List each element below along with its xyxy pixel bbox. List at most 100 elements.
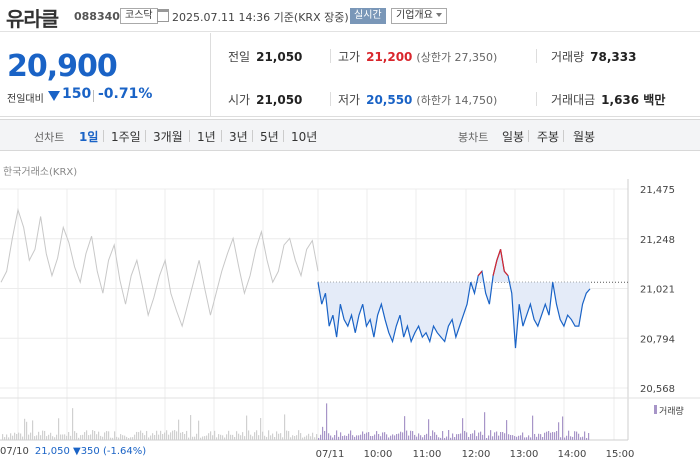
volume-bar bbox=[426, 433, 428, 440]
volume-bar bbox=[188, 437, 190, 440]
volume-bar bbox=[212, 435, 214, 440]
volume-bar bbox=[526, 437, 528, 440]
volume-bar bbox=[8, 437, 10, 440]
tab-10y[interactable]: 10년 bbox=[291, 130, 318, 144]
volume-bar bbox=[160, 430, 162, 440]
volume-bar bbox=[182, 431, 184, 440]
volume-bar bbox=[190, 415, 192, 440]
volume-bar bbox=[546, 431, 548, 440]
volume-bar bbox=[12, 435, 14, 440]
tab-monthly-candle[interactable]: 월봉 bbox=[573, 130, 596, 144]
today-up-segment bbox=[492, 260, 498, 276]
volume-bar bbox=[348, 433, 350, 440]
volume-bar bbox=[246, 415, 248, 440]
volume-bar bbox=[504, 433, 506, 440]
volume-bar bbox=[350, 430, 352, 440]
tab-3y[interactable]: 3년 bbox=[229, 130, 248, 144]
tab-daily-candle[interactable]: 일봉 bbox=[502, 130, 525, 144]
volume-bar bbox=[156, 430, 158, 440]
volume-bar bbox=[530, 437, 532, 440]
volume-bar bbox=[480, 431, 482, 440]
lower-limit: (하한가 14,750) bbox=[416, 94, 498, 107]
tab-1d[interactable]: 1일 bbox=[79, 130, 99, 144]
company-overview-dropdown[interactable]: 기업개요 bbox=[391, 8, 447, 24]
volume-bar bbox=[300, 433, 302, 440]
prev-close-cell: 전일 21,050 bbox=[228, 48, 302, 65]
volume-bar bbox=[338, 436, 340, 440]
volume-bar bbox=[70, 435, 72, 440]
volume-bar bbox=[168, 434, 170, 440]
volume-bar bbox=[66, 435, 68, 440]
tab-weekly-candle[interactable]: 주봉 bbox=[537, 130, 560, 144]
volume-bar bbox=[510, 434, 512, 440]
volume-bar bbox=[278, 433, 280, 440]
volume-bar bbox=[324, 430, 326, 440]
volume-bar bbox=[118, 437, 120, 440]
volume-bar bbox=[172, 430, 174, 440]
divider bbox=[93, 90, 94, 102]
realtime-button[interactable]: 실시간 bbox=[350, 8, 386, 24]
volume-bar bbox=[134, 434, 136, 440]
volume-bar bbox=[494, 432, 496, 440]
volume-bar bbox=[298, 430, 300, 440]
chart-source: 한국거래소(KRX) bbox=[3, 167, 78, 178]
tab-3m[interactable]: 3개월 bbox=[153, 130, 183, 144]
volume-bar bbox=[382, 432, 384, 440]
volume-bar bbox=[464, 430, 466, 440]
volume-bar bbox=[326, 403, 328, 440]
volume-cell: 거래량 78,333 bbox=[551, 48, 636, 65]
volume-bar bbox=[48, 434, 50, 440]
volume-bar bbox=[442, 431, 444, 440]
volume-bar bbox=[418, 433, 420, 440]
volume-bar bbox=[266, 436, 268, 440]
volume-bar bbox=[410, 430, 412, 440]
volume-bar bbox=[178, 419, 180, 440]
volume-bar bbox=[10, 433, 12, 440]
volume-bar bbox=[42, 430, 44, 440]
volume-bar bbox=[564, 437, 566, 440]
divider bbox=[283, 130, 284, 142]
volume-bar bbox=[84, 432, 86, 440]
x-tick-label: 13:00 bbox=[510, 449, 539, 460]
volume-bar bbox=[56, 434, 58, 440]
volume-bar bbox=[544, 432, 546, 440]
tab-5y[interactable]: 5년 bbox=[260, 130, 279, 144]
volume-bar bbox=[478, 432, 480, 440]
volume-bar bbox=[492, 436, 494, 440]
volume-bar bbox=[58, 418, 60, 440]
volume-bar bbox=[582, 436, 584, 440]
volume-bar bbox=[434, 432, 436, 440]
volume-bar bbox=[304, 436, 306, 440]
volume-bar bbox=[82, 434, 84, 440]
volume-bar bbox=[226, 434, 228, 440]
volume-bar bbox=[536, 436, 538, 440]
volume-bar bbox=[384, 432, 386, 440]
line-chart-label: 선차트 bbox=[34, 131, 65, 144]
volume-bar bbox=[476, 436, 478, 440]
price-box: 20,900 전일대비 150 -0.71% bbox=[0, 33, 211, 117]
tab-1y[interactable]: 1년 bbox=[197, 130, 216, 144]
volume-bar bbox=[568, 430, 570, 440]
volume-bar bbox=[32, 420, 34, 440]
volume-bar bbox=[308, 433, 310, 440]
stock-name: 유라클 bbox=[6, 7, 59, 31]
volume-bar bbox=[458, 434, 460, 440]
low-value: 20,550 bbox=[366, 93, 413, 107]
volume-bar bbox=[280, 433, 282, 440]
prev-close-value: 21,050 bbox=[256, 50, 303, 64]
volume-bar bbox=[256, 430, 258, 440]
volume-bar bbox=[222, 435, 224, 440]
volume-bar bbox=[20, 433, 22, 440]
volume-bar bbox=[94, 431, 96, 440]
volume-bar bbox=[570, 436, 572, 440]
volume-bar bbox=[290, 437, 292, 440]
volume-bar bbox=[282, 437, 284, 440]
volume-bar bbox=[400, 431, 402, 440]
today-up-segment bbox=[477, 270, 483, 277]
volume-bar bbox=[294, 436, 296, 440]
volume-bar bbox=[404, 416, 406, 440]
tab-1w[interactable]: 1주일 bbox=[111, 130, 141, 144]
divider bbox=[563, 130, 564, 142]
volume-bar bbox=[62, 434, 64, 440]
